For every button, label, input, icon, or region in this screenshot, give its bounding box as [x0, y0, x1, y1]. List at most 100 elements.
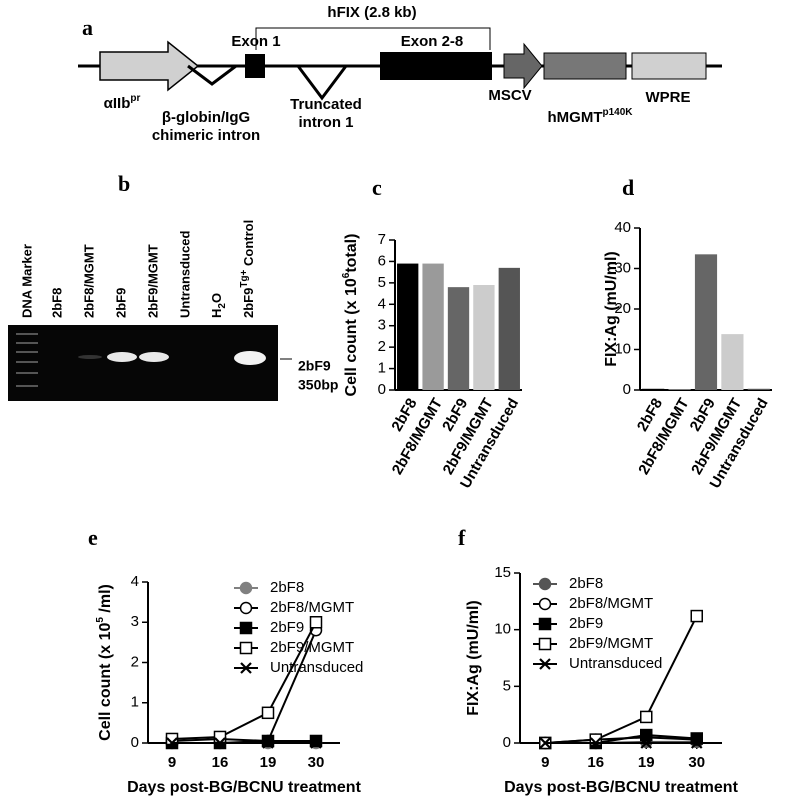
- legend-label: Untransduced: [569, 655, 662, 672]
- mscv-arrow: [503, 42, 543, 90]
- legend-label: 2bF9/MGMT: [270, 639, 354, 656]
- y-tick-label: 2: [378, 338, 386, 355]
- point: [261, 734, 275, 748]
- legend-label: Untransduced: [270, 659, 363, 676]
- ladder-band: [16, 372, 38, 374]
- x-tick-label: 16: [212, 754, 229, 771]
- x-tick-label: 30: [688, 754, 705, 771]
- legend-marker: [239, 641, 253, 655]
- promoter-arrow: [99, 40, 200, 92]
- y-tick-label: 30: [614, 259, 631, 276]
- bar: [422, 263, 444, 390]
- lane-label: DNA Marker: [19, 244, 34, 318]
- lane-label: Untransduced: [177, 231, 192, 318]
- exon-label: Exon 2-8: [401, 33, 464, 50]
- y-tick-label: 1: [131, 694, 139, 711]
- series-line: [545, 615, 698, 744]
- intron-label: intron 1: [299, 114, 354, 131]
- label-sup: 5: [95, 617, 106, 623]
- point: [214, 737, 226, 749]
- y-tick-label: 0: [623, 381, 631, 398]
- legend-label: 2bF8/MGMT: [270, 599, 354, 616]
- mscv-label: MSCV: [488, 87, 531, 104]
- intron-v: [296, 65, 348, 101]
- construct-diagram: a hFIX (2.8 kb) Exon 1 Exon 2-8 αIIbpr β…: [78, 4, 722, 144]
- legend-label: 2bF8/MGMT: [569, 595, 653, 612]
- legend-label: 2bF9: [569, 615, 603, 632]
- ladder-band: [16, 351, 38, 353]
- y-tick-label: 7: [378, 231, 386, 248]
- x-axis-title: Days post-BG/BCNU treatment: [504, 779, 738, 796]
- label-sub: 2: [217, 303, 228, 309]
- gel-band: [234, 351, 266, 365]
- point: [640, 737, 653, 749]
- gel-band: [139, 352, 169, 362]
- gel-band: [78, 355, 102, 359]
- y-tick-label: 2: [131, 653, 139, 670]
- intron-label: Truncated: [290, 96, 362, 113]
- point: [213, 730, 227, 744]
- point: [640, 728, 653, 742]
- label-part: Control: [241, 220, 256, 270]
- gel-image: [8, 325, 278, 401]
- lane-label: 2bF9Tg+ Control: [239, 220, 257, 318]
- y-tick-label: 6: [378, 252, 386, 269]
- lane-label: 2bF9: [113, 288, 128, 318]
- bar: [747, 388, 770, 390]
- y-axis-title: FIX:Ag (mU/ml): [465, 600, 482, 716]
- point: [589, 737, 602, 749]
- legend-label: 2bF9: [270, 619, 304, 636]
- y-tick-label: 3: [378, 317, 386, 334]
- label-sup: p140K: [602, 107, 633, 118]
- panel-label: b: [118, 171, 130, 196]
- bracket: [255, 27, 491, 50]
- label-part: αIIb: [104, 95, 131, 112]
- panel-label: a: [82, 15, 93, 40]
- point: [690, 737, 703, 749]
- bar: [447, 287, 470, 390]
- panel-label: d: [622, 175, 634, 200]
- intron-label: chimeric intron: [152, 127, 260, 144]
- y-tick-label: 5: [378, 274, 386, 291]
- x-tick-label: 19: [638, 754, 655, 771]
- x-tick-label: 9: [168, 754, 176, 771]
- point: [166, 737, 178, 749]
- label-part: hMGMT: [548, 109, 603, 126]
- y-axis-title: FIX:Ag (mU/ml): [603, 251, 620, 367]
- x-tick-label: 16: [587, 754, 604, 771]
- y-axis-title: Cell count (x 105 /ml): [95, 584, 115, 741]
- point: [262, 737, 274, 749]
- marker-ladder: [16, 333, 38, 387]
- exon-box: [380, 52, 492, 80]
- y-tick-label: 10: [614, 340, 631, 357]
- lane-label: 2bF8/MGMT: [81, 244, 96, 318]
- legend-marker: [538, 617, 552, 631]
- legend-marker: [239, 601, 253, 615]
- legend-label: 2bF9/MGMT: [569, 635, 653, 652]
- legend-marker: [239, 581, 253, 595]
- bar: [642, 388, 665, 390]
- bar: [498, 267, 520, 390]
- panel-label: c: [372, 175, 382, 200]
- bracket-label: hFIX (2.8 kb): [327, 4, 416, 21]
- panel-label: e: [88, 525, 98, 550]
- x-tick-label: 9: [541, 754, 549, 771]
- ladder-band: [16, 361, 38, 363]
- legend-marker: [240, 662, 252, 674]
- label-sup: 6: [341, 272, 352, 278]
- label-part: total): [343, 234, 360, 273]
- point: [310, 737, 322, 749]
- x-tick-label: 19: [260, 754, 277, 771]
- y-tick-label: 3: [131, 613, 139, 630]
- ladder-band: [16, 342, 38, 344]
- y-tick-label: 15: [494, 564, 511, 581]
- label-part: O: [209, 293, 224, 303]
- legend-label: 2bF8: [270, 579, 304, 596]
- label-sup: Tg+: [239, 269, 250, 287]
- label-part: 2bF9: [241, 288, 256, 318]
- ladder-band: [16, 385, 38, 387]
- y-axis-title: Cell count (x 106total): [341, 234, 361, 397]
- series-line: [171, 621, 317, 740]
